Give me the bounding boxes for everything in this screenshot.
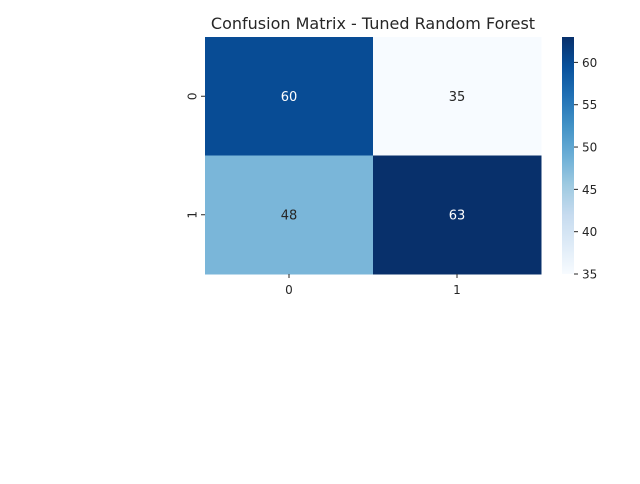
cell-value-label-r0-c1: 35 [449, 90, 466, 105]
colorbar-tick-label-0: 35 [582, 268, 597, 282]
colorbar: 35 40 45 50 55 60 [562, 37, 597, 282]
x-tick-label-1: 1 [453, 283, 461, 297]
heatmap-cell-r1-c1 [373, 155, 542, 275]
colorbar-tick-label-4: 55 [582, 98, 597, 112]
y-axis: 01 [186, 92, 205, 219]
cell-value-label-r1-c0: 48 [281, 208, 298, 223]
colorbar-tick-label-2: 45 [582, 183, 597, 197]
colorbar-tick-label-1: 40 [582, 225, 597, 239]
cell-value-label-r0-c0: 60 [281, 90, 298, 105]
colorbar-tick-label-5: 60 [582, 56, 597, 70]
colorbar-gradient [562, 37, 574, 274]
y-tick-label-0: 0 [186, 92, 200, 100]
heatmap-cells [205, 37, 542, 275]
heatmap-cell-r0-c1 [373, 37, 542, 156]
x-tick-label-0: 0 [285, 283, 293, 297]
cell-value-label-r1-c1: 63 [449, 208, 466, 223]
y-tick-label-1: 1 [186, 211, 200, 219]
heatmap-cell-r1-c0 [205, 155, 374, 275]
colorbar-tick-label-3: 50 [582, 141, 597, 155]
heatmap-cell-r0-c0 [205, 37, 374, 156]
chart-title: Confusion Matrix - Tuned Random Forest [211, 14, 535, 33]
heatmap-cell-labels: 60 35 48 63 [281, 90, 466, 224]
